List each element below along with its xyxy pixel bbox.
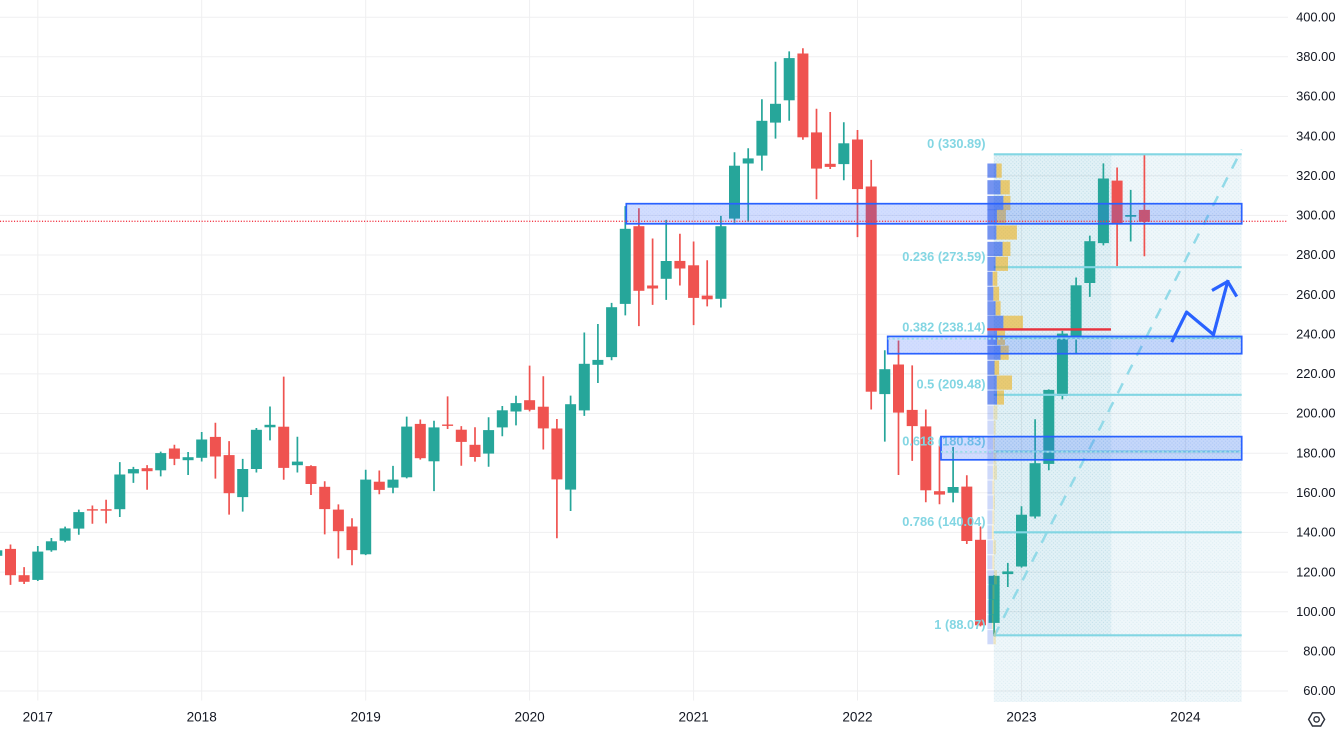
svg-text:1 (88.07): 1 (88.07) — [934, 617, 985, 632]
svg-text:2022: 2022 — [842, 710, 872, 725]
svg-text:100.00: 100.00 — [1296, 604, 1335, 619]
svg-text:260.00: 260.00 — [1296, 287, 1335, 302]
svg-text:2018: 2018 — [187, 710, 217, 725]
svg-text:120.00: 120.00 — [1296, 564, 1335, 579]
svg-text:320.00: 320.00 — [1296, 168, 1335, 183]
svg-text:220.00: 220.00 — [1296, 366, 1335, 381]
svg-text:0.5 (209.48): 0.5 (209.48) — [916, 377, 985, 392]
svg-text:300.00: 300.00 — [1296, 208, 1335, 223]
svg-text:60.00: 60.00 — [1303, 683, 1335, 698]
svg-text:340.00: 340.00 — [1296, 128, 1335, 143]
svg-text:2024: 2024 — [1170, 710, 1201, 725]
svg-text:180.00: 180.00 — [1296, 445, 1335, 460]
svg-text:2021: 2021 — [678, 710, 708, 725]
svg-text:2020: 2020 — [514, 710, 545, 725]
svg-text:0.786 (140.04): 0.786 (140.04) — [902, 514, 985, 529]
svg-text:2019: 2019 — [351, 710, 381, 725]
svg-text:380.00: 380.00 — [1296, 49, 1335, 64]
svg-text:0.236 (273.59): 0.236 (273.59) — [902, 249, 985, 264]
svg-text:400.00: 400.00 — [1296, 9, 1335, 24]
svg-text:360.00: 360.00 — [1296, 89, 1335, 104]
svg-text:2023: 2023 — [1006, 710, 1036, 725]
svg-text:0.382 (238.14): 0.382 (238.14) — [902, 320, 985, 335]
svg-text:200.00: 200.00 — [1296, 406, 1335, 421]
svg-text:160.00: 160.00 — [1296, 485, 1335, 500]
svg-text:280.00: 280.00 — [1296, 247, 1335, 262]
svg-text:140.00: 140.00 — [1296, 525, 1335, 540]
svg-text:240.00: 240.00 — [1296, 327, 1335, 342]
svg-text:2017: 2017 — [23, 710, 53, 725]
svg-text:0 (330.89): 0 (330.89) — [927, 136, 985, 151]
svg-text:80.00: 80.00 — [1303, 644, 1335, 659]
